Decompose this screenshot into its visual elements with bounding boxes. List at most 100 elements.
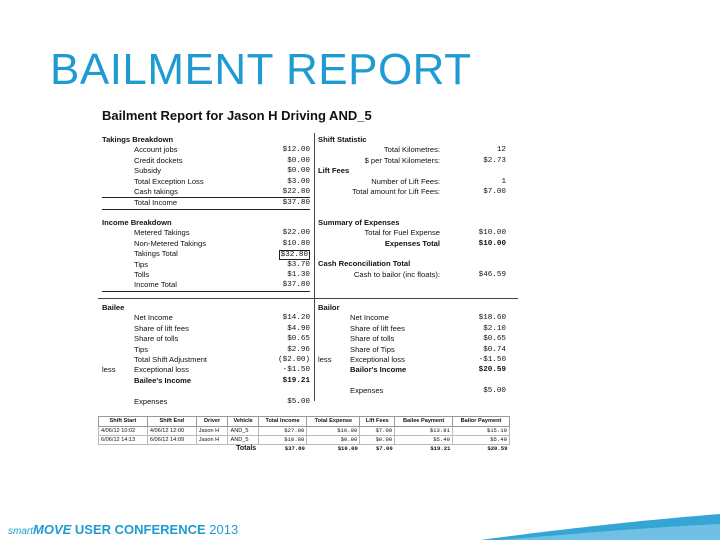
row-value: $10.00 [478, 229, 506, 238]
table-cell: $7.00 [359, 425, 396, 436]
report-row: Total Exception Loss $3.00 [102, 177, 310, 187]
report-row: $ per Total Kilometers: $2.73 [318, 156, 506, 166]
totals-cell: $10.00 [306, 443, 360, 453]
table-cell: $0.00 [359, 434, 396, 445]
table-cell: $13.81 [394, 425, 453, 436]
row-label: Total Kilometres: [383, 145, 440, 155]
table-row: 4/06/12 10:02 4/06/12 12:00 Jason H AND_5 $2… [98, 425, 511, 436]
row-value: $0.65 [287, 335, 310, 344]
report-row: Share of lift fees $2.10 [318, 324, 506, 334]
row-label: Cash to bailor (inc floats): [353, 269, 440, 279]
column-header: Vehicle [227, 416, 259, 427]
column-header: Total Expense [306, 416, 361, 427]
row-value: $0.65 [483, 335, 506, 344]
report-row [102, 386, 310, 396]
row-label: Total Income [134, 198, 178, 208]
row-value: $22.00 [282, 229, 310, 238]
report-row: Account jobs $12.00 [102, 145, 310, 155]
row-label: Credit dockets [134, 155, 183, 165]
report-row: Bailee's Income $19.21 [102, 376, 310, 386]
report-row: less Exceptional loss -$1.50 [318, 355, 506, 365]
takings-breakdown: Takings Breakdown Account jobs $12.00 Cred… [102, 135, 310, 210]
row-value: $20.59 [478, 366, 506, 375]
report-row: Metered Takings $22.00 [102, 228, 310, 238]
totals-cell: $20.59 [452, 443, 510, 453]
totals-label: Totals [236, 444, 257, 452]
report-row: Total Kilometres: 12 [318, 145, 506, 155]
row-label: Tips [134, 259, 149, 269]
table-header-row: Shift Start Shift End Driver Vehicle Total I… [98, 416, 511, 427]
report-title: Bailment Report for Jason H Driving AND_… [102, 108, 372, 123]
row-value: $32.80 [278, 250, 310, 261]
row-value: ($2.00) [278, 355, 310, 364]
report-row: Tips $2.96 [102, 345, 310, 355]
row-prefix: less [102, 365, 116, 375]
row-value: $37.80 [282, 281, 310, 290]
bailee-section: Bailee Net Income $14.20 Share of lift fee… [102, 303, 310, 407]
table-cell: $15.19 [451, 425, 511, 436]
report-row: Non-Metered Takings $10.80 [102, 239, 310, 249]
row-label: Account jobs [134, 145, 178, 155]
row-value: $0.00 [287, 167, 310, 176]
row-value: $2.73 [483, 156, 506, 165]
table-cell: 6/06/12 14:13 [98, 434, 148, 445]
bailee-heading: Bailee [102, 303, 125, 312]
table-cell: $5.40 [394, 434, 453, 445]
row-value: $46.59 [478, 270, 506, 279]
bailment-report: Bailment Report for Jason H Driving AND_… [98, 108, 518, 137]
row-value: $22.80 [282, 187, 310, 196]
table-cell: Jason H [195, 425, 229, 436]
row-value: $0.00 [287, 156, 310, 165]
table-cell: AND_5 [227, 434, 259, 445]
row-value: $2.96 [287, 345, 310, 354]
report-row: Cash to bailor (inc floats): $46.59 [318, 270, 506, 280]
table-cell: 4/06/12 10:02 [98, 425, 148, 436]
totals-cell: $37.80 [258, 443, 307, 453]
row-value: -$1.50 [478, 355, 506, 364]
report-row: Number of Lift Fees: 1 [318, 177, 506, 187]
report-row: Bailor's Income $20.59 [318, 365, 506, 375]
report-row: Net Income $14.20 [102, 313, 310, 323]
row-label: Share of lift fees [134, 323, 189, 333]
report-row: Tips $3.70 [102, 260, 310, 270]
row-value: $3.00 [287, 177, 310, 186]
income-breakdown: Income Breakdown Metered Takings $22.00 No… [102, 218, 310, 292]
column-header: Driver [195, 416, 229, 427]
row-value: 12 [496, 146, 506, 155]
row-label: Bailor's Income [350, 365, 407, 375]
column-header: Bailor Payment [451, 416, 511, 427]
report-row: Net Income $18.60 [318, 313, 506, 323]
row-label: Takings Total [134, 249, 178, 259]
row-value: 1 [501, 177, 506, 186]
report-row: Share of Tips $0.74 [318, 345, 506, 355]
row-label: Expenses [350, 386, 384, 396]
row-label: $ per Total Kilometers: [364, 155, 440, 165]
totals-cell: $19.21 [394, 443, 453, 453]
table-row: 6/06/12 14:13 6/06/12 14:09 Jason H AND_5 $1… [98, 434, 511, 445]
report-row: Income Total $37.80 [102, 280, 310, 292]
report-row [318, 376, 506, 386]
row-value: $2.10 [483, 324, 506, 333]
totals-row: Totals $37.80 $10.00 $7.00 $19.21 $20.59 [99, 443, 510, 453]
row-label: Share of Tips [350, 344, 395, 354]
row-label: Bailee's Income [134, 375, 192, 385]
shift-statistic: Shift Statistic Total Kilometres: 12 $ per… [318, 135, 506, 197]
report-row: Expenses $5.00 [318, 386, 506, 396]
income-heading: Income Breakdown [102, 218, 172, 227]
row-value: $10.00 [478, 239, 506, 248]
row-label: Total for Fuel Expense [364, 228, 440, 238]
row-value: $10.80 [282, 239, 310, 248]
row-value: $19.21 [282, 376, 310, 385]
report-row: Expenses Total $10.00 [318, 239, 506, 249]
takings-heading: Takings Breakdown [102, 135, 174, 144]
conference-name: USER CONFERENCE [74, 522, 206, 537]
table-cell: AND_5 [227, 425, 259, 436]
bailor-section: Bailor Net Income $18.60 Share of lift fee… [318, 303, 506, 397]
cash-rec-heading: Cash Reconciliation Total [318, 259, 411, 269]
row-label: Total Shift Adjustment [134, 354, 208, 364]
table-cell: $27.00 [257, 425, 308, 436]
report-row: Total for Fuel Expense $10.00 [318, 228, 506, 238]
table-cell: $5.40 [451, 434, 511, 445]
row-value: $14.20 [282, 314, 310, 323]
row-label: Expenses [134, 396, 168, 406]
